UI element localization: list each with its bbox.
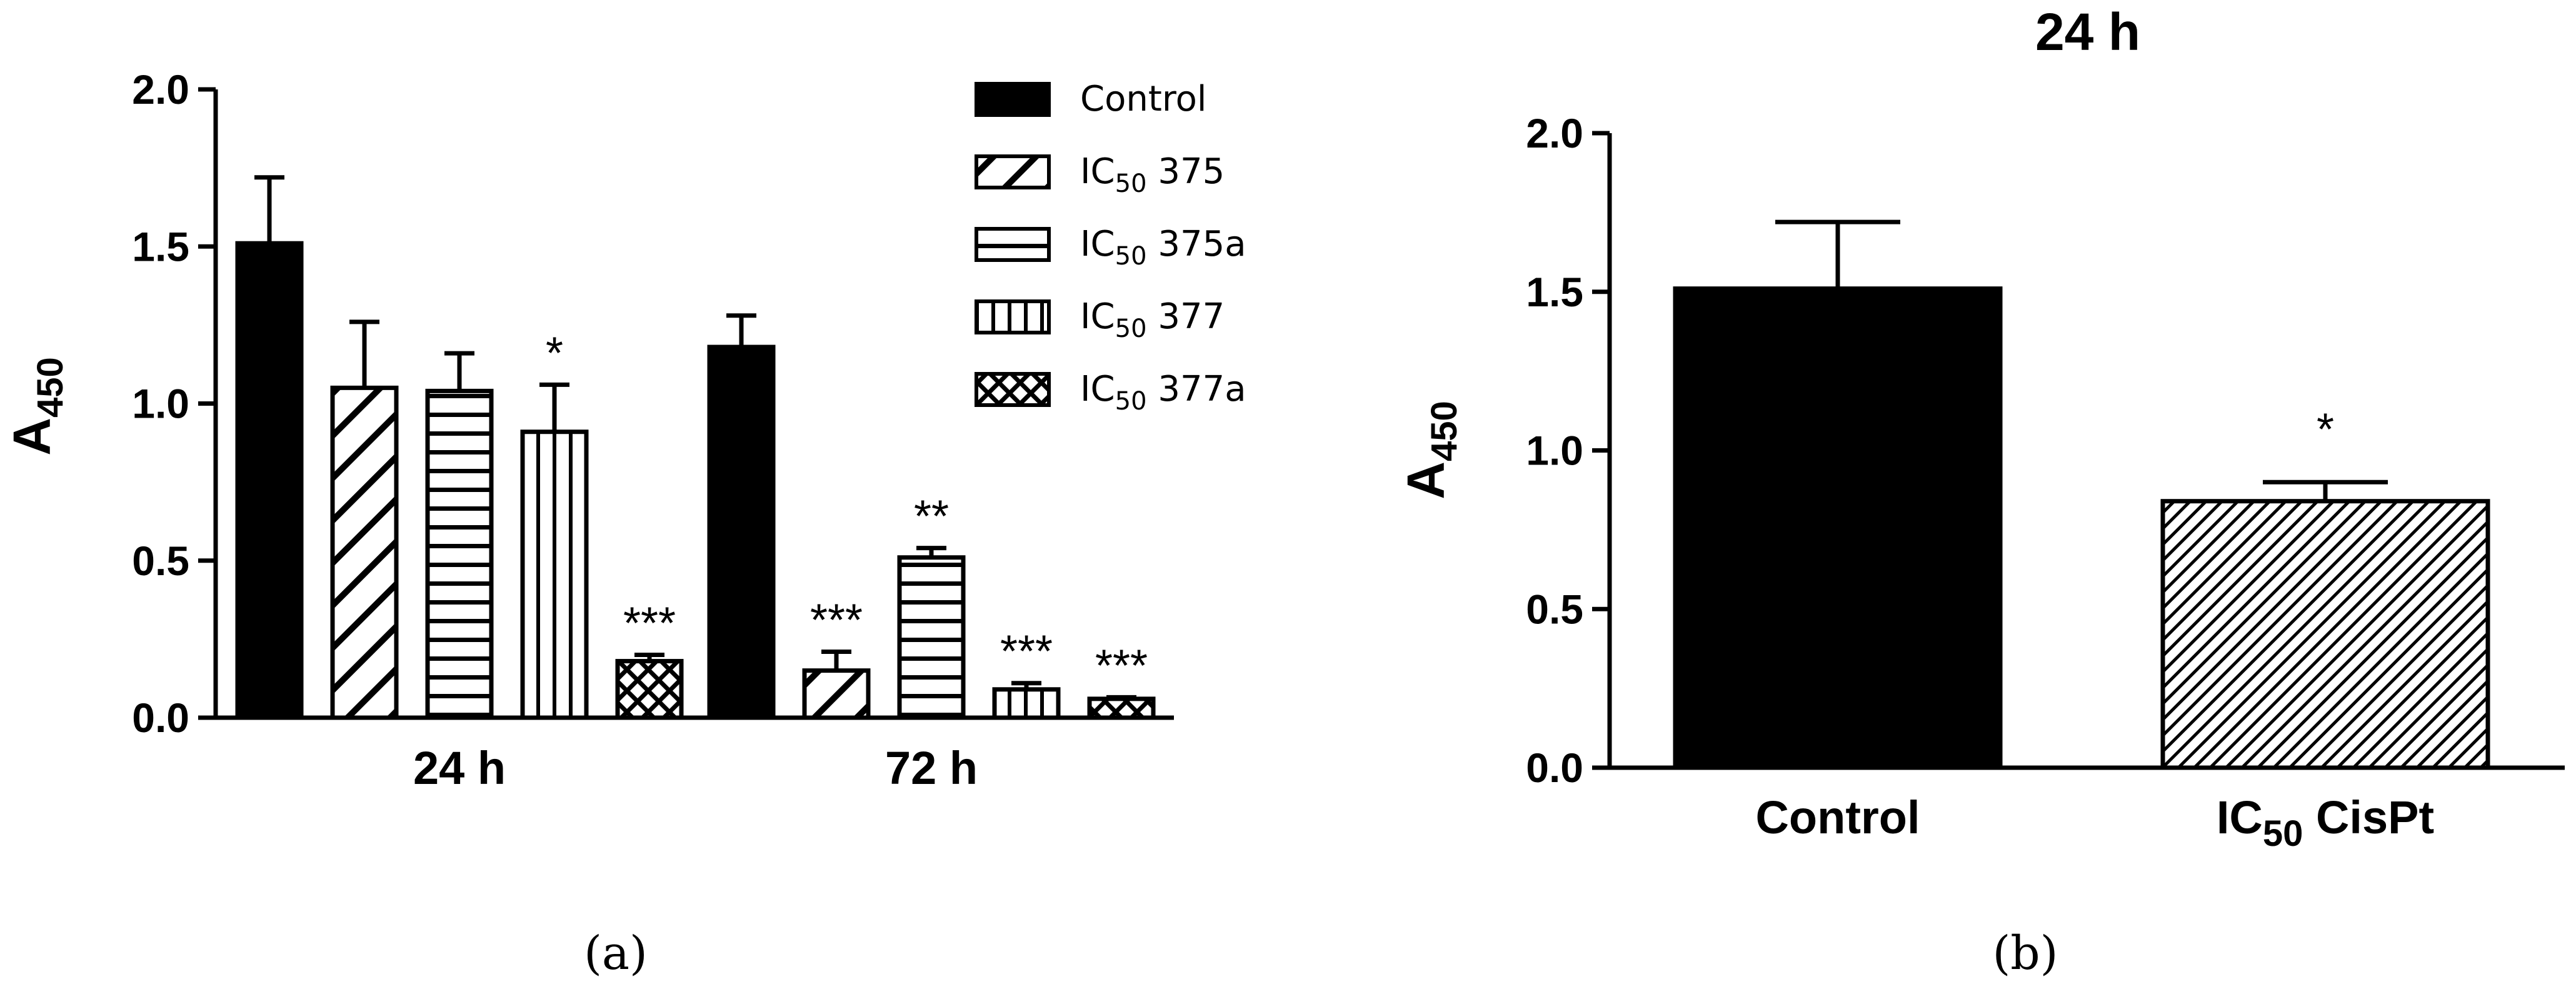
b-bar bbox=[2160, 499, 2490, 770]
a-bar bbox=[802, 668, 871, 720]
a-legend-swatch bbox=[975, 82, 1051, 117]
a-significance-label: *** bbox=[1095, 641, 1148, 691]
a-bar bbox=[615, 659, 684, 720]
a-legend-label: Control bbox=[1080, 79, 1206, 119]
b-panel-label: (b) bbox=[1992, 926, 2058, 980]
b-x-category-label: IC50 CisPt bbox=[2217, 791, 2434, 854]
a-legend-swatch bbox=[975, 299, 1051, 334]
a-legend-label-post: 377a bbox=[1147, 369, 1246, 409]
a-significance-label: * bbox=[546, 328, 563, 378]
a-legend-label-pre: IC bbox=[1080, 369, 1115, 409]
a-legend-label-sub: 50 bbox=[1115, 314, 1147, 343]
a-legend-label-post: 377 bbox=[1147, 296, 1225, 337]
a-legend-label-pre: IC bbox=[1080, 224, 1115, 264]
a-significance-label: *** bbox=[810, 595, 863, 645]
a-legend-label-pre: IC bbox=[1080, 296, 1115, 337]
a-legend-label: IC50 377a bbox=[1080, 369, 1246, 416]
b-y-axis-label: A450 bbox=[1396, 401, 1465, 499]
b-y-tick-label: 1.5 bbox=[1526, 269, 1583, 315]
a-x-category-label: 72 h bbox=[885, 742, 978, 794]
b-x-category-label-post: CisPt bbox=[2303, 791, 2434, 843]
b-y-axis-label-sub: 450 bbox=[1424, 401, 1465, 461]
b-bar bbox=[1673, 286, 2003, 770]
a-y-tick-label: 2.0 bbox=[132, 66, 189, 113]
a-legend-swatch bbox=[975, 154, 1051, 189]
a-y-tick-label: 1.0 bbox=[132, 381, 189, 427]
a-legend-label-sub: 50 bbox=[1115, 242, 1147, 271]
a-y-tick-label: 0.5 bbox=[132, 538, 189, 584]
a-y-axis-label-sub: 450 bbox=[30, 357, 71, 418]
a-significance-label: *** bbox=[1000, 627, 1053, 677]
b-y-tick-label: 1.0 bbox=[1526, 428, 1583, 474]
a-legend-label-sub: 50 bbox=[1115, 169, 1147, 198]
panel-b: 24 h 0.0 0.5 1.0 1.5 2.0 A450 Control * IC50 CisP… bbox=[1396, 3, 2565, 980]
b-x-category-label-pre: IC bbox=[2217, 791, 2263, 843]
a-significance-label: *** bbox=[623, 599, 676, 649]
a-bar bbox=[1087, 696, 1156, 720]
b-chart-title: 24 h bbox=[2035, 3, 2140, 61]
a-bar bbox=[235, 241, 304, 720]
a-bar bbox=[897, 555, 966, 720]
a-legend-label: IC50 375 bbox=[1080, 151, 1225, 198]
b-y-tick-label: 2.0 bbox=[1526, 110, 1583, 156]
b-y-tick-label: 0.0 bbox=[1526, 745, 1583, 791]
a-legend-label-post: 375a bbox=[1147, 224, 1246, 264]
a-legend-label-sub: 50 bbox=[1115, 387, 1147, 416]
a-x-category-label: 24 h bbox=[413, 742, 506, 794]
a-bar bbox=[707, 344, 776, 720]
a-y-tick-label: 1.5 bbox=[132, 223, 189, 269]
a-legend-swatch bbox=[975, 372, 1051, 407]
a-legend-label-pre: IC bbox=[1080, 151, 1115, 192]
b-significance-label: * bbox=[2317, 404, 2334, 454]
a-bar bbox=[425, 388, 494, 720]
b-y-axis-label-main: A bbox=[1396, 461, 1455, 500]
a-y-tick-label: 0.0 bbox=[132, 695, 189, 741]
a-legend-swatch bbox=[975, 227, 1051, 262]
a-legend-label: IC50 375a bbox=[1080, 224, 1246, 271]
a-panel-label: (a) bbox=[584, 926, 648, 980]
a-bar bbox=[520, 429, 589, 720]
a-bar bbox=[992, 687, 1061, 720]
b-x-category-label-sub: 50 bbox=[2263, 813, 2303, 854]
a-legend-label-pre: Control bbox=[1080, 79, 1206, 119]
a-significance-label: ** bbox=[914, 492, 949, 542]
a-y-axis-label: A450 bbox=[3, 357, 71, 455]
b-x-category-label: Control bbox=[1755, 791, 1920, 843]
a-y-axis-label-main: A bbox=[3, 418, 61, 456]
b-x-category-label-pre: Control bbox=[1755, 791, 1920, 843]
a-legend-label-post: 375 bbox=[1147, 151, 1225, 192]
b-y-tick-label: 0.5 bbox=[1526, 586, 1583, 632]
a-bar bbox=[330, 385, 399, 720]
a-legend-label: IC50 377 bbox=[1080, 296, 1225, 343]
